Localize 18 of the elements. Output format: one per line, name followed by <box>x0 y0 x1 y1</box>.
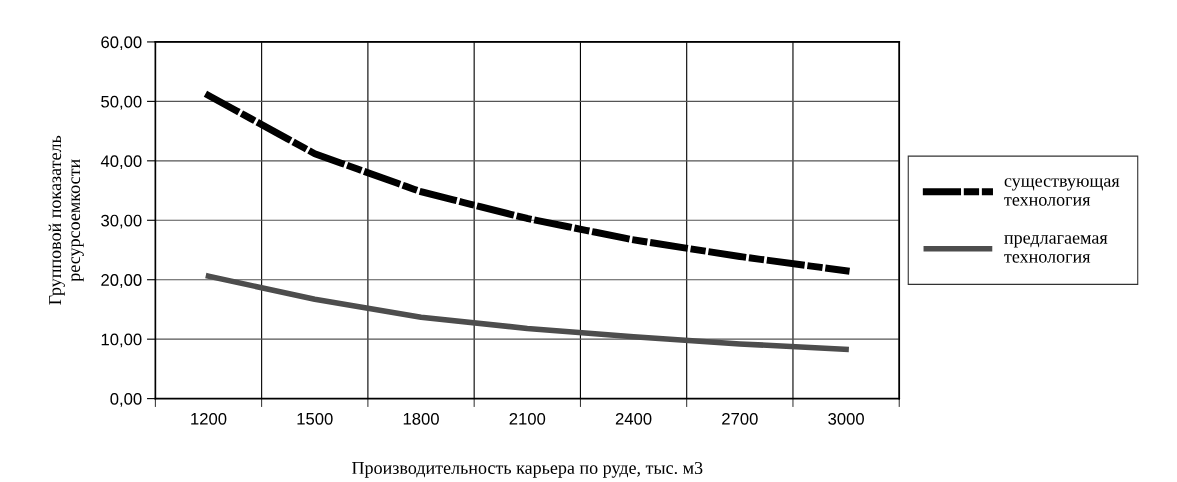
y-tick-label: 60,00 <box>101 36 142 51</box>
x-tick-label: 1800 <box>403 412 439 425</box>
y-tick-label: 30,00 <box>101 214 142 229</box>
legend-label: существующая технология <box>1004 178 1120 206</box>
x-tick-label: 1200 <box>191 412 227 425</box>
y-tick-label: 0,00 <box>110 393 142 407</box>
y-tick-label: 40,00 <box>100 155 142 169</box>
x-tick-label: 1500 <box>297 412 333 425</box>
y-tick-label: 10,00 <box>101 333 142 348</box>
x-tick-label: 2100 <box>509 412 546 425</box>
x-tick-label: 2700 <box>722 412 758 425</box>
y-tick-label: 20,00 <box>101 274 142 288</box>
x-tick-label: 3000 <box>828 412 864 425</box>
y-tick-label: 50,00 <box>101 95 142 110</box>
x-axis-title: Производительность карьера по руде, тыс. м3 <box>352 461 703 478</box>
x-tick-label: 2400 <box>615 412 652 425</box>
legend-label: предлагаемая технология <box>1004 235 1108 263</box>
y-axis-title: Групповой показатель ресурсоемкости <box>48 135 84 305</box>
